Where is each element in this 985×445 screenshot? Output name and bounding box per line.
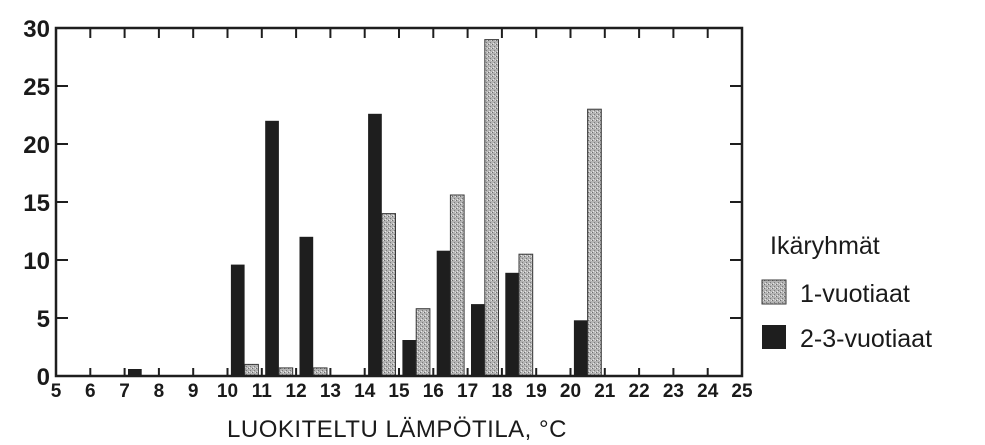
bar-2-3-vuotiaat (436, 250, 451, 376)
bar-1-vuotiaat (484, 39, 499, 377)
bar-1-vuotiaat (244, 363, 259, 377)
x-tick-label: 18 (491, 381, 512, 402)
x-axis-title: LUOKITELTU LÄMPÖTILA, °C (227, 416, 567, 443)
legend: Ikäryhmät 1-vuotiaat 2-3-vuotiaat (761, 232, 932, 353)
plot-frame (54, 26, 744, 378)
bar-1-vuotiaat (518, 253, 534, 377)
x-tick-labels: 5 6 7 8 9 10 11 12 13 14 15 16 17 18 19 20 21 22 23 24 25 (51, 381, 753, 402)
axes-frame (54, 26, 744, 378)
x-tick-label: 23 (663, 381, 684, 402)
x-tick-label: 5 (51, 381, 62, 402)
x-tick-label: 25 (731, 381, 753, 402)
x-tick-label: 6 (85, 381, 96, 402)
bar-2-3-vuotiaat (402, 340, 417, 376)
x-tick-label: 17 (457, 381, 478, 402)
legend-swatch (762, 325, 786, 349)
y-tick-label: 5 (37, 306, 50, 333)
x-tick-label: 9 (188, 381, 199, 402)
bars (128, 39, 602, 377)
x-tick-label: 22 (629, 381, 650, 402)
legend-label: 1-vuotiaat (800, 280, 910, 308)
bar-1-vuotiaat (587, 108, 602, 377)
x-tick-label: 19 (526, 381, 547, 402)
x-tick-label: 20 (560, 381, 581, 402)
x-tick-label: 7 (119, 381, 130, 402)
bar-2-3-vuotiaat (505, 272, 519, 376)
bar-2-3-vuotiaat (265, 120, 279, 376)
bar-2-3-vuotiaat (573, 320, 588, 376)
legend-title: Ikäryhmät (770, 232, 880, 260)
y-tick-label: 25 (23, 74, 50, 101)
x-tick-label: 21 (594, 381, 616, 402)
x-tick-label: 24 (697, 381, 719, 402)
x-tick-label: 11 (252, 381, 273, 402)
bar-2-3-vuotiaat (299, 236, 314, 376)
x-tick-label: 16 (423, 381, 444, 402)
x-tick-label: 10 (217, 381, 238, 402)
x-tick-label: 14 (354, 381, 376, 402)
x-tick-label: 8 (154, 381, 165, 402)
x-tick-label: 12 (286, 381, 307, 402)
bar-2-3-vuotiaat (471, 304, 485, 376)
x-tick-label: 13 (320, 381, 341, 402)
y-tick-label: 0 (37, 364, 50, 391)
bar-2-3-vuotiaat (230, 264, 245, 376)
y-tick-label: 15 (23, 190, 50, 217)
bar-2-3-vuotiaat (368, 113, 382, 377)
bar-1-vuotiaat (449, 194, 465, 377)
legend-swatch (761, 279, 787, 305)
y-tick-label: 30 (23, 16, 50, 43)
legend-label: 2-3-vuotiaat (800, 325, 932, 353)
legend-items: 1-vuotiaat 2-3-vuotiaat (761, 279, 932, 353)
bar-1-vuotiaat (415, 308, 431, 377)
bar-2-3-vuotiaat (128, 369, 142, 376)
x-tick-label: 15 (388, 381, 410, 402)
y-tick-label: 10 (23, 248, 50, 275)
y-tick-label: 20 (23, 132, 50, 159)
y-tick-labels: 0 5 10 15 20 25 30 (23, 16, 50, 391)
bar-1-vuotiaat (381, 213, 396, 377)
